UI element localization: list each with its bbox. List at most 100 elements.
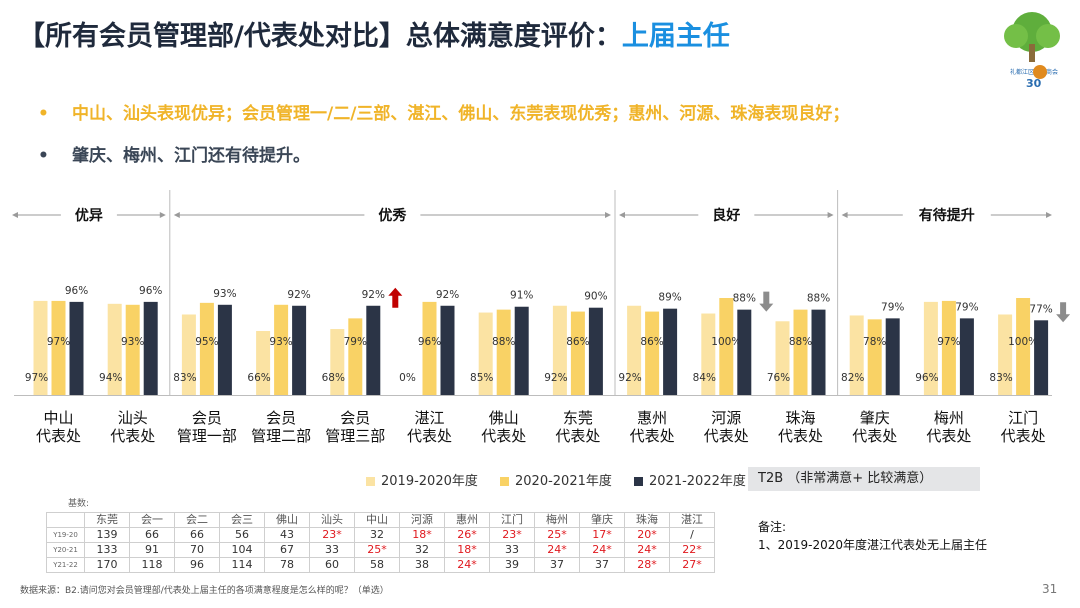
category-label-line2: 管理一部 (177, 427, 237, 445)
base-table-cell: 25* (354, 542, 400, 558)
bar-0 (107, 303, 122, 395)
base-table-cell: 38 (399, 557, 445, 573)
bullet-text: 中山、汕头表现优异；会员管理一/二/三部、湛江、佛山、东莞表现优秀；惠州、河源、… (72, 104, 850, 124)
base-table-cell: 67 (264, 542, 310, 558)
base-table-cell: 24* (534, 542, 580, 558)
notes-line-1: 1、2019-2020年度湛江代表处无上届主任 (758, 538, 988, 552)
base-table-row-label: Y20-21 (46, 542, 85, 558)
bar-1 (719, 298, 734, 395)
base-table-cell: 23* (489, 527, 535, 543)
bar-0 (181, 314, 196, 395)
category-label-line1: 佛山 (489, 409, 519, 427)
data-label: 96% (418, 336, 441, 348)
bar-1 (51, 300, 66, 395)
bullet-2: • 肇庆、梅州、江门还有待提升。 (38, 146, 849, 166)
data-label: 90% (584, 291, 607, 303)
base-table-cell: 170 (84, 557, 130, 573)
data-label: 96% (139, 285, 162, 297)
data-label: 88% (807, 293, 830, 305)
base-table-cell: 25* (534, 527, 580, 543)
group-label: 良好 (712, 207, 740, 224)
base-table-col-header: 东莞 (84, 512, 130, 528)
bar-1 (793, 309, 808, 395)
data-label: 96% (915, 372, 938, 384)
group-label: 有待提升 (919, 207, 975, 224)
base-table-cell: 96 (174, 557, 220, 573)
category-label-line1: 肇庆 (860, 409, 890, 427)
data-label: 66% (247, 372, 270, 384)
category-label-line1: 湛江 (414, 409, 444, 427)
data-label: 68% (322, 372, 345, 384)
base-table-cell: 118 (129, 557, 175, 573)
bar-0 (256, 330, 271, 395)
base-table-cell: 70 (174, 542, 220, 558)
base-table-row-label: Y21-22 (46, 557, 85, 573)
base-table-cell: 56 (219, 527, 265, 543)
category-label-line2: 代表处 (704, 427, 749, 445)
bar-2 (217, 304, 232, 395)
bar-2 (366, 305, 381, 395)
category-label-line1: 东莞 (563, 409, 593, 427)
data-label: 76% (767, 372, 790, 384)
base-table-cell: 33 (309, 542, 355, 558)
group-label: 优秀 (378, 207, 407, 224)
base-table-cell: 78 (264, 557, 310, 573)
base-table-cell: 37 (534, 557, 580, 573)
bar-1 (422, 301, 437, 395)
bar-2 (885, 318, 900, 395)
base-table-col-header: 会二 (174, 512, 220, 528)
notes-title: 备注: (758, 520, 787, 534)
data-label: 89% (658, 292, 681, 304)
base-table-cell: 27* (669, 557, 715, 573)
base-table-cell: 24* (624, 542, 670, 558)
bar-1 (867, 319, 882, 395)
category-label-line1: 惠州 (637, 409, 667, 427)
base-table-cell: 66 (129, 527, 175, 543)
bar-0 (775, 321, 790, 395)
bullet-dot: • (38, 104, 49, 124)
base-table-col-header: 汕头 (309, 512, 355, 528)
base-table-cell: 43 (264, 527, 310, 543)
category-label-line2: 代表处 (926, 427, 971, 445)
base-table-cell: 17* (579, 527, 625, 543)
bar-2 (69, 301, 84, 395)
base-table-cell: 60 (309, 557, 355, 573)
bar-1 (348, 318, 363, 395)
base-table-cell: 114 (219, 557, 265, 573)
base-table-col-header: 湛江 (669, 512, 715, 528)
base-table-cell: 91 (129, 542, 175, 558)
category-label-line2: 代表处 (778, 427, 823, 445)
base-table-row: Y21-22 170 118 96 114 78 60 58 38 24* 39 37 37 28* 27* (46, 557, 715, 573)
category-label-line2: 代表处 (630, 427, 675, 445)
legend-item-2020-2021: 2020-2021年度 (500, 470, 612, 489)
data-label: 88% (733, 293, 756, 305)
base-table-cell: 28* (624, 557, 670, 573)
bar-2 (292, 305, 307, 395)
bar-1 (125, 304, 140, 395)
category-label-line1: 江门 (1008, 409, 1038, 427)
data-label: 85% (470, 372, 493, 384)
bar-0 (849, 315, 864, 395)
bar-0 (478, 312, 493, 395)
group-arrowhead-right (1046, 212, 1052, 218)
data-label: 84% (693, 372, 716, 384)
legend-item-2019-2020: 2019-2020年度 (366, 470, 478, 489)
bar-2 (440, 305, 455, 395)
data-label: 97% (47, 336, 70, 348)
base-table-cell: 139 (84, 527, 130, 543)
bar-2 (811, 309, 826, 395)
base-table-cell: 104 (219, 542, 265, 558)
base-table-cell: 22* (669, 542, 715, 558)
data-label: 86% (566, 336, 589, 348)
data-label: 88% (789, 336, 812, 348)
data-label: 79% (881, 301, 904, 313)
category-label-line2: 代表处 (110, 427, 155, 445)
data-label: 97% (25, 372, 48, 384)
base-table-cell: 26* (444, 527, 490, 543)
legend-label: 2020-2021年度 (515, 474, 612, 489)
data-label: 92% (287, 289, 310, 301)
base-table-cell: 58 (354, 557, 400, 573)
group-arrowhead-right (827, 212, 834, 218)
base-table-row: Y19-20 139 66 66 56 43 23* 32 18* 26* 23* 25* 17* 20*… (46, 527, 715, 543)
